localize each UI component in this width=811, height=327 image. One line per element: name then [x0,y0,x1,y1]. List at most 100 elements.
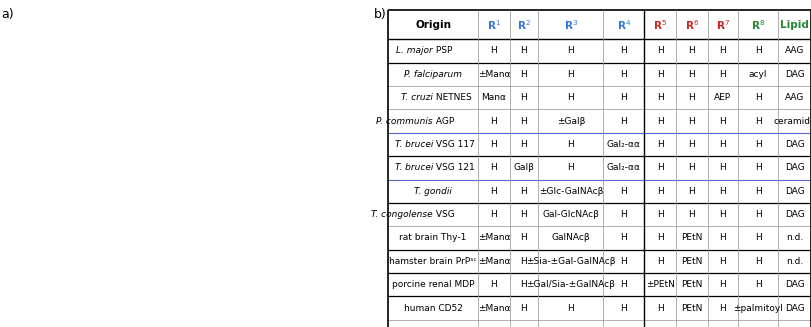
Text: H: H [688,70,694,79]
Text: R$^2$: R$^2$ [517,18,530,32]
Text: H: H [490,210,496,219]
Text: VSG: VSG [432,210,454,219]
Text: H: H [753,93,761,102]
Text: H: H [567,70,573,79]
Text: H: H [753,233,761,243]
Text: DAG: DAG [784,187,804,196]
Text: H: H [490,116,496,126]
Text: ±Manα: ±Manα [477,257,509,266]
Text: H: H [620,233,627,243]
Text: H: H [719,140,725,149]
Text: ±Gal/Sia-±GalNAcβ: ±Gal/Sia-±GalNAcβ [526,280,615,289]
Text: DAG: DAG [784,280,804,289]
Text: ±Glc-GalNAcβ: ±Glc-GalNAcβ [538,187,603,196]
Text: H: H [520,70,526,79]
Text: Gal-GlcNAcβ: Gal-GlcNAcβ [542,210,599,219]
Text: H: H [656,303,663,313]
Text: H: H [520,187,526,196]
Text: T. congolense: T. congolense [371,210,432,219]
Text: H: H [520,257,526,266]
Text: H: H [520,233,526,243]
Text: a): a) [2,8,15,21]
Text: H: H [620,280,627,289]
Text: T. brucei: T. brucei [394,163,432,172]
Text: H: H [620,46,627,56]
Text: Gal₂-αα: Gal₂-αα [606,140,640,149]
Text: H: H [656,187,663,196]
Text: ±Manα: ±Manα [477,303,509,313]
Text: Origin: Origin [414,20,451,30]
Text: H: H [490,280,496,289]
Text: L. major: L. major [396,46,432,56]
Text: PEtN: PEtN [680,233,702,243]
Text: H: H [567,163,573,172]
Text: H: H [620,187,627,196]
Text: R$^1$: R$^1$ [487,18,500,32]
Text: H: H [567,303,573,313]
Text: AAG: AAG [784,93,804,102]
Text: R$^8$: R$^8$ [750,18,764,32]
Text: H: H [719,46,725,56]
Text: R$^6$: R$^6$ [684,18,698,32]
Text: PEtN: PEtN [680,257,702,266]
Text: DAG: DAG [784,210,804,219]
Text: H: H [719,257,725,266]
Text: b): b) [373,8,386,21]
Text: ±Manα: ±Manα [477,233,509,243]
Text: H: H [520,280,526,289]
Text: H: H [490,140,496,149]
Text: H: H [520,46,526,56]
Text: H: H [620,257,627,266]
Text: ±Manα: ±Manα [477,70,509,79]
Text: rat brain Thy-1: rat brain Thy-1 [399,233,466,243]
Text: H: H [490,46,496,56]
Text: H: H [656,46,663,56]
Text: H: H [620,303,627,313]
Text: R$^4$: R$^4$ [616,18,630,32]
Text: T. cruzi: T. cruzi [401,93,432,102]
Text: H: H [490,163,496,172]
Text: H: H [719,233,725,243]
Text: H: H [620,116,627,126]
Text: DAG: DAG [784,163,804,172]
Text: AAG: AAG [784,46,804,56]
Text: T. brucei: T. brucei [394,140,432,149]
Text: H: H [753,140,761,149]
Text: DAG: DAG [784,70,804,79]
Text: H: H [719,303,725,313]
Text: Gal₂-αα: Gal₂-αα [606,163,640,172]
Text: PSP: PSP [432,46,452,56]
Text: NETNES: NETNES [432,93,471,102]
Text: H: H [656,233,663,243]
Text: H: H [490,187,496,196]
Text: AGP: AGP [432,116,454,126]
Text: H: H [620,210,627,219]
Text: AEP: AEP [713,93,730,102]
Text: R$^3$: R$^3$ [563,18,577,32]
Text: PEtN: PEtN [680,280,702,289]
Text: hamster brain PrPˢᶜ: hamster brain PrPˢᶜ [388,257,476,266]
Text: P. communis: P. communis [376,116,432,126]
Text: H: H [656,210,663,219]
Text: n.d.: n.d. [785,257,802,266]
Text: VSG 117: VSG 117 [432,140,474,149]
Text: H: H [753,210,761,219]
Text: H: H [753,116,761,126]
Text: DAG: DAG [784,140,804,149]
Text: H: H [520,210,526,219]
Text: Lipid: Lipid [779,20,809,30]
Text: H: H [656,93,663,102]
Text: PEtN: PEtN [680,303,702,313]
Text: H: H [567,140,573,149]
Text: R$^5$: R$^5$ [652,18,667,32]
Text: P. falciparum: P. falciparum [404,70,461,79]
Text: H: H [620,93,627,102]
Text: H: H [688,116,694,126]
Text: DAG: DAG [784,303,804,313]
Text: VSG 121: VSG 121 [432,163,474,172]
Text: human CD52: human CD52 [403,303,462,313]
Text: Manα: Manα [481,93,506,102]
Text: H: H [753,163,761,172]
Text: H: H [719,280,725,289]
Text: T. gondii: T. gondii [414,187,452,196]
